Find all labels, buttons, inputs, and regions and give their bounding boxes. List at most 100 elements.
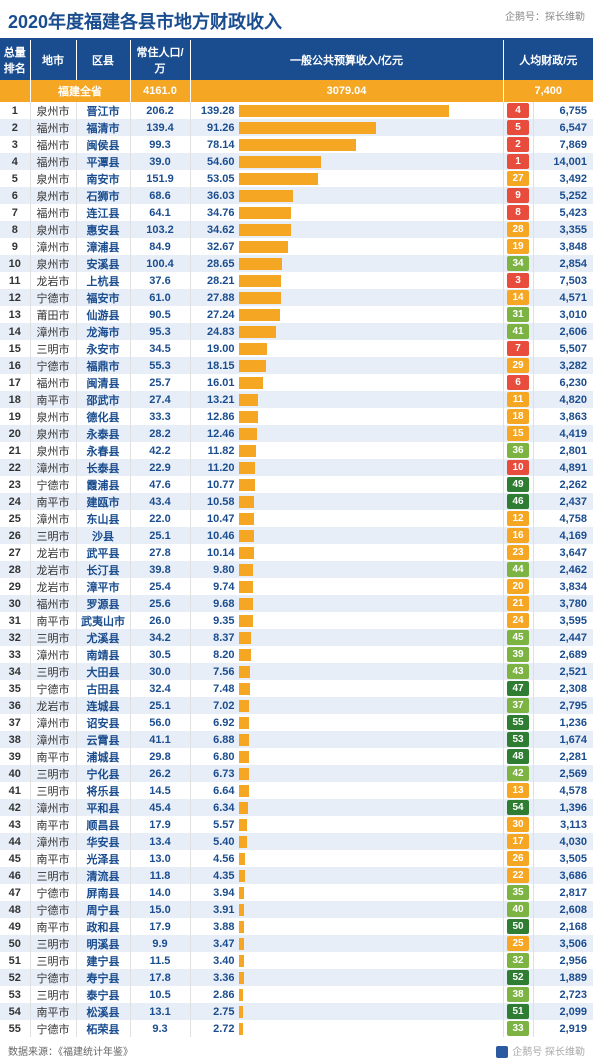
- cell-per: 14,001: [533, 153, 593, 170]
- cell-county: 惠安县: [76, 221, 130, 238]
- cell-pop: 13.1: [130, 1003, 190, 1020]
- cell-county: 霞浦县: [76, 476, 130, 493]
- col-revenue: 一般公共预算收入/亿元: [190, 40, 503, 80]
- cell-revenue: 10.14: [190, 544, 503, 561]
- cell-revenue: 6.88: [190, 731, 503, 748]
- cell-rank: 4: [0, 153, 30, 170]
- cell-per-rank: 32: [503, 952, 533, 969]
- table-row: 40三明市宁化县26.26.73422,569: [0, 765, 593, 782]
- cell-rank: 2: [0, 119, 30, 136]
- cell-pop: 25.4: [130, 578, 190, 595]
- cell-per: 3,505: [533, 850, 593, 867]
- cell-revenue: 9.74: [190, 578, 503, 595]
- revenue-bar: [239, 581, 254, 593]
- cell-pop: 30.0: [130, 663, 190, 680]
- cell-per-rank: 2: [503, 136, 533, 153]
- cell-pop: 9.9: [130, 935, 190, 952]
- cell-city: 泉州市: [30, 221, 76, 238]
- cell-per: 4,758: [533, 510, 593, 527]
- cell-per-rank: 18: [503, 408, 533, 425]
- cell-per-rank: 50: [503, 918, 533, 935]
- cell-revenue: 3.40: [190, 952, 503, 969]
- col-county: 区县: [76, 40, 130, 80]
- cell-revenue: 9.35: [190, 612, 503, 629]
- cell-per-rank: 28: [503, 221, 533, 238]
- cell-county: 上杭县: [76, 272, 130, 289]
- cell-county: 永春县: [76, 442, 130, 459]
- cell-county: 武夷山市: [76, 612, 130, 629]
- cell-county: 屏南县: [76, 884, 130, 901]
- table-row: 18南平市邵武市27.413.21114,820: [0, 391, 593, 408]
- cell-revenue: 2.86: [190, 986, 503, 1003]
- cell-revenue: 5.57: [190, 816, 503, 833]
- cell-per: 2,521: [533, 663, 593, 680]
- table-row: 44漳州市华安县13.45.40174,030: [0, 833, 593, 850]
- cell-city: 龙岩市: [30, 544, 76, 561]
- cell-county: 东山县: [76, 510, 130, 527]
- cell-per: 3,282: [533, 357, 593, 374]
- revenue-bar: [239, 836, 247, 848]
- cell-county: 光泽县: [76, 850, 130, 867]
- table-row: 24南平市建瓯市43.410.58462,437: [0, 493, 593, 510]
- revenue-bar: [239, 122, 377, 134]
- cell-per: 6,547: [533, 119, 593, 136]
- table-row: 30福州市罗源县25.69.68213,780: [0, 595, 593, 612]
- revenue-bar: [239, 105, 449, 117]
- revenue-bar: [239, 819, 247, 831]
- cell-county: 长汀县: [76, 561, 130, 578]
- cell-rank: 15: [0, 340, 30, 357]
- cell-city: 三明市: [30, 867, 76, 884]
- cell-pop: 15.0: [130, 901, 190, 918]
- revenue-bar: [239, 921, 245, 933]
- cell-revenue: 8.20: [190, 646, 503, 663]
- cell-per-rank: 3: [503, 272, 533, 289]
- cell-revenue: 11.20: [190, 459, 503, 476]
- cell-pop: 34.5: [130, 340, 190, 357]
- cell-city: 泉州市: [30, 187, 76, 204]
- cell-rank: 27: [0, 544, 30, 561]
- cell-pop: 151.9: [130, 170, 190, 187]
- cell-per-rank: 36: [503, 442, 533, 459]
- revenue-bar: [239, 666, 250, 678]
- cell-per: 2,723: [533, 986, 593, 1003]
- table-row: 1泉州市晋江市206.2139.2846,755: [0, 102, 593, 119]
- cell-county: 周宁县: [76, 901, 130, 918]
- cell-rank: 1: [0, 102, 30, 119]
- cell-per-rank: 4: [503, 102, 533, 119]
- revenue-bar: [239, 326, 276, 338]
- cell-county: 尤溪县: [76, 629, 130, 646]
- cell-revenue: 27.24: [190, 306, 503, 323]
- revenue-bar: [239, 1006, 243, 1018]
- cell-rank: 13: [0, 306, 30, 323]
- cell-revenue: 4.35: [190, 867, 503, 884]
- table-row: 52宁德市寿宁县17.83.36521,889: [0, 969, 593, 986]
- cell-per-rank: 47: [503, 680, 533, 697]
- revenue-bar: [239, 955, 244, 967]
- cell-pop: 17.8: [130, 969, 190, 986]
- cell-county: 松溪县: [76, 1003, 130, 1020]
- cell-revenue: 6.64: [190, 782, 503, 799]
- revenue-bar: [239, 615, 253, 627]
- cell-city: 漳州市: [30, 833, 76, 850]
- cell-county: 华安县: [76, 833, 130, 850]
- table-row: 20泉州市永泰县28.212.46154,419: [0, 425, 593, 442]
- cell-pop: 100.4: [130, 255, 190, 272]
- cell-rank: 36: [0, 697, 30, 714]
- cell-per: 2,262: [533, 476, 593, 493]
- cell-per: 1,674: [533, 731, 593, 748]
- cell-pop: 41.1: [130, 731, 190, 748]
- cell-per: 2,168: [533, 918, 593, 935]
- table-row: 31南平市武夷山市26.09.35243,595: [0, 612, 593, 629]
- cell-per: 2,817: [533, 884, 593, 901]
- cell-county: 漳平市: [76, 578, 130, 595]
- cell-revenue: 2.75: [190, 1003, 503, 1020]
- cell-rank: 11: [0, 272, 30, 289]
- cell-city: 三明市: [30, 663, 76, 680]
- cell-county: 福鼎市: [76, 357, 130, 374]
- revenue-bar: [239, 275, 282, 287]
- cell-county: 寿宁县: [76, 969, 130, 986]
- cell-per-rank: 6: [503, 374, 533, 391]
- table-row: 46三明市清流县11.84.35223,686: [0, 867, 593, 884]
- revenue-bar: [239, 904, 245, 916]
- cell-city: 龙岩市: [30, 578, 76, 595]
